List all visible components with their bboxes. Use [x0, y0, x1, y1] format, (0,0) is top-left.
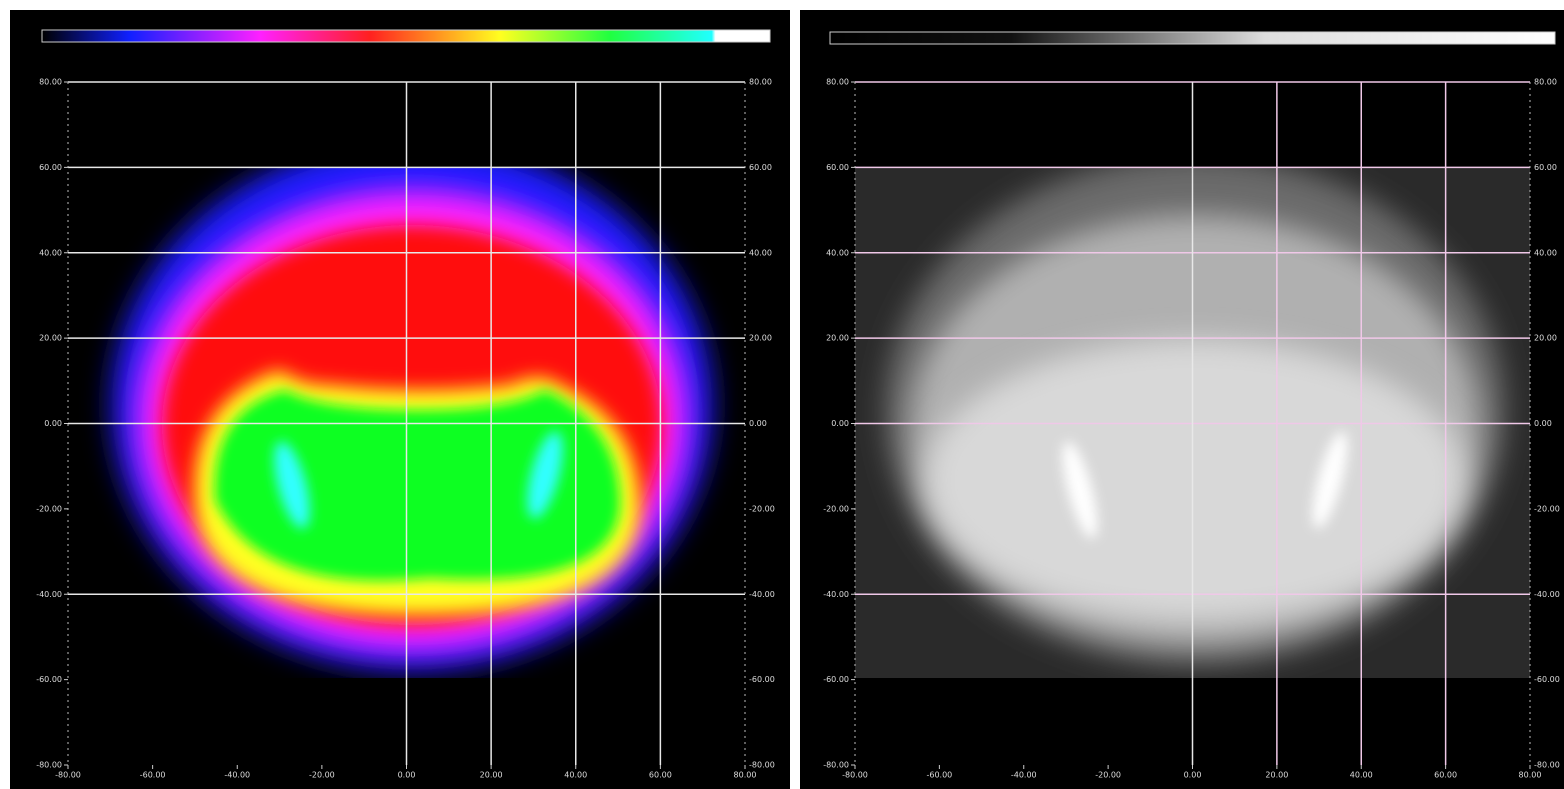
colorbar	[829, 31, 1556, 45]
y-tick-label: -80.00	[823, 761, 849, 770]
y-tick-label: 40.00	[826, 248, 849, 257]
y-tick-label: 20.00	[749, 334, 772, 343]
x-tick-label: -20.00	[1095, 771, 1121, 780]
colorbar	[41, 29, 771, 43]
y-tick-label: -60.00	[749, 675, 775, 684]
y-tick-label: -80.00	[749, 761, 775, 770]
y-tick-label: 60.00	[39, 163, 62, 172]
y-tick-label: 20.00	[826, 334, 849, 343]
x-tick-label: 80.00	[1519, 771, 1542, 780]
x-tick-label: 60.00	[649, 771, 672, 780]
y-tick-label: 0.00	[831, 419, 849, 428]
y-tick-label: -60.00	[823, 675, 849, 684]
y-tick-label: 60.00	[1534, 163, 1557, 172]
y-tick-label: 60.00	[826, 163, 849, 172]
y-tick-label: 0.00	[749, 419, 767, 428]
y-tick-label: -60.00	[36, 675, 62, 684]
x-tick-label: 20.00	[480, 771, 503, 780]
y-tick-label: 40.00	[749, 248, 772, 257]
y-tick-label: -40.00	[36, 590, 62, 599]
x-tick-label: 80.00	[734, 771, 757, 780]
y-tick-label: -40.00	[749, 590, 775, 599]
y-tick-label: 60.00	[749, 163, 772, 172]
x-tick-label: -80.00	[55, 771, 81, 780]
y-tick-label: -80.00	[36, 761, 62, 770]
x-tick-label: -80.00	[842, 771, 868, 780]
y-tick-label: 0.00	[1534, 419, 1552, 428]
y-tick-label: 20.00	[1534, 334, 1557, 343]
x-tick-label: 40.00	[564, 771, 587, 780]
y-tick-label: 40.00	[1534, 248, 1557, 257]
y-tick-label: -20.00	[1534, 504, 1560, 513]
y-tick-label: 80.00	[1534, 78, 1557, 87]
y-tick-label: -40.00	[823, 590, 849, 599]
x-tick-label: -20.00	[309, 771, 335, 780]
y-tick-label: -60.00	[1534, 675, 1560, 684]
x-tick-label: 0.00	[398, 771, 416, 780]
y-tick-label: 20.00	[39, 334, 62, 343]
x-tick-label: -40.00	[224, 771, 250, 780]
y-tick-label: -20.00	[823, 504, 849, 513]
y-tick-label: 80.00	[39, 78, 62, 87]
x-tick-label: 40.00	[1350, 771, 1373, 780]
x-tick-label: 60.00	[1434, 771, 1457, 780]
y-tick-label: -20.00	[36, 504, 62, 513]
y-tick-label: 40.00	[39, 248, 62, 257]
y-tick-label: -80.00	[1534, 761, 1560, 770]
y-tick-label: 80.00	[749, 78, 772, 87]
y-tick-label: 0.00	[44, 419, 62, 428]
x-tick-label: -60.00	[926, 771, 952, 780]
y-tick-label: 80.00	[826, 78, 849, 87]
y-tick-label: -20.00	[749, 504, 775, 513]
heatmap	[68, 167, 745, 678]
y-tick-label: -40.00	[1534, 590, 1560, 599]
x-tick-label: -40.00	[1011, 771, 1037, 780]
x-tick-label: -60.00	[140, 771, 166, 780]
x-tick-label: 0.00	[1184, 771, 1202, 780]
x-tick-label: 20.00	[1265, 771, 1288, 780]
